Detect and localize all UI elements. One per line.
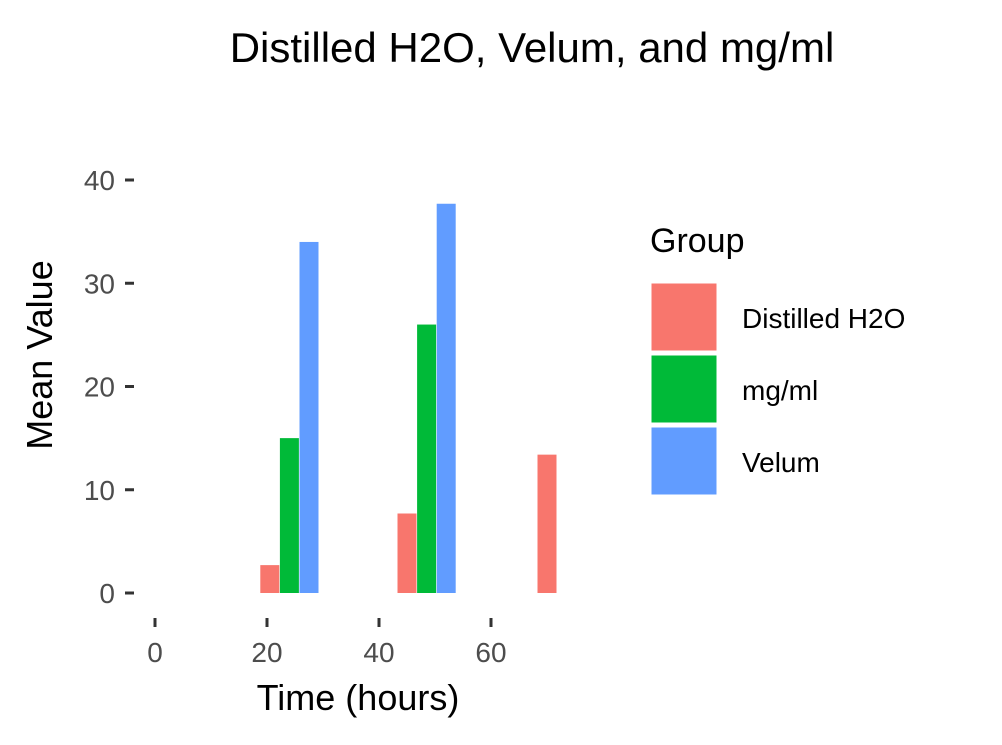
bar-distilled-h2o (398, 513, 417, 593)
legend-entries: Distilled H2O mg/ml Velum (650, 282, 905, 496)
bar-mg-ml (417, 325, 436, 593)
x-tick-label: 0 (147, 637, 163, 668)
bar-velum (300, 242, 319, 593)
legend-swatch (650, 282, 718, 352)
legend-label: mg/ml (742, 375, 818, 406)
x-tick-label: 20 (251, 637, 282, 668)
bar-velum (437, 204, 456, 593)
chart-title: Distilled H2O, Velum, and mg/ml (230, 24, 835, 71)
bar-distilled-h2o (260, 565, 279, 593)
legend-title: Group (650, 222, 745, 260)
x-tick-label: 60 (475, 637, 506, 668)
legend: Group Distilled H2O mg/ml Velum (650, 222, 905, 496)
y-tick-label: 30 (84, 268, 115, 299)
y-tick-label: 40 (84, 165, 115, 196)
x-tick-label: 40 (363, 637, 394, 668)
bar-distilled-h2o (538, 455, 557, 593)
legend-label: Distilled H2O (742, 303, 905, 334)
x-axis-title: Time (hours) (257, 677, 460, 718)
x-axis: 0 20 40 60 (147, 618, 506, 668)
y-tick-label: 10 (84, 475, 115, 506)
bar-mg-ml (280, 438, 299, 593)
legend-swatch (650, 354, 718, 424)
bars (260, 204, 556, 593)
y-axis-title: Mean Value (19, 260, 60, 449)
legend-swatch (650, 426, 718, 496)
y-axis: 0 10 20 30 40 (84, 165, 134, 609)
y-tick-label: 20 (84, 372, 115, 403)
legend-label: Velum (742, 447, 820, 478)
y-tick-label: 0 (99, 578, 115, 609)
